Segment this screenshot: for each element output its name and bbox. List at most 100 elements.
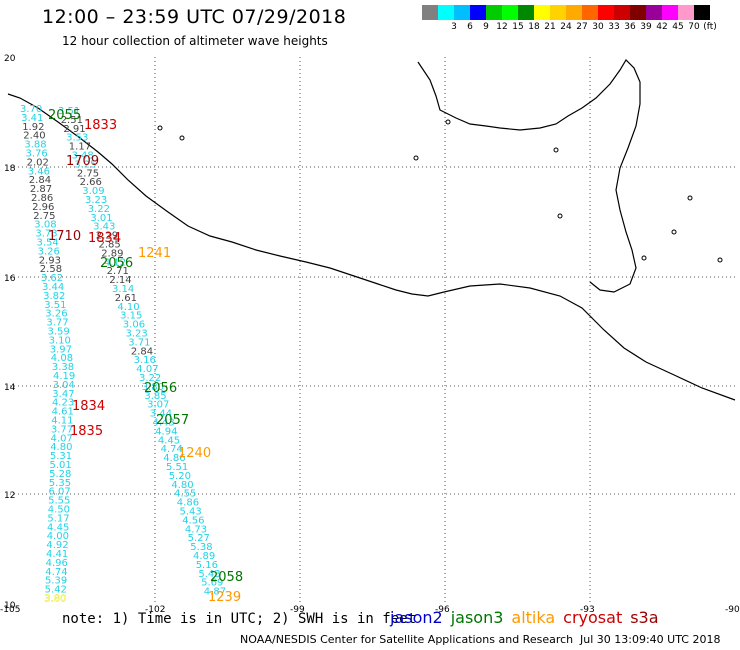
wave-height-value: 3.80 (142, 382, 164, 393)
color-scale-tick: 42 (656, 22, 668, 32)
longitude-label: -90 (725, 605, 740, 615)
color-scale-tick: 18 (528, 22, 540, 32)
wave-height-value: 3.80 (44, 594, 66, 605)
color-swatch (598, 5, 614, 20)
latitude-label: 12 (4, 491, 15, 501)
wave-height-value: 1.17 (69, 142, 91, 153)
pass-time-label: 1709 (66, 154, 99, 169)
wave-height-value: 3.77 (46, 318, 68, 329)
wave-height-value: 3.38 (52, 362, 74, 373)
pass-time-label: 2056 (100, 256, 133, 271)
wave-height-value: 5.55 (48, 496, 70, 507)
wave-height-value: 4.92 (46, 540, 68, 551)
wave-height-value: 2.29 (96, 231, 118, 242)
latitude-label: 14 (4, 383, 16, 393)
color-swatch (550, 5, 566, 20)
color-swatch (678, 5, 694, 20)
color-scale-tick: 45 (672, 22, 684, 32)
wave-height-value: 3.14 (112, 284, 134, 295)
wave-height-value: 4.07 (136, 364, 158, 375)
wave-height-value: 1.92 (22, 122, 44, 133)
wave-height-value: 4.07 (51, 433, 73, 444)
wave-height-value: 5.16 (196, 560, 218, 571)
wave-height-value: 3.04 (53, 380, 75, 391)
color-scale-tick: 6 (467, 22, 473, 32)
wave-height-value: 4.56 (182, 515, 204, 526)
gulf-coastline (417, 59, 641, 293)
island-outline (413, 155, 419, 161)
island-outline (557, 213, 563, 219)
island-outline (717, 257, 723, 263)
wave-height-value: 3.09 (82, 186, 104, 197)
color-swatch (502, 5, 518, 20)
wave-height-value: 4.45 (47, 522, 69, 533)
pass-time-label: 1241 (138, 246, 171, 261)
altimeter-track-values: 3.70 3.51 3.41 2.51 1.92 2.91 2.40 3.53 3.88 1.17… (20, 104, 226, 605)
color-swatch (614, 5, 630, 20)
wave-height-value: 4.86 (177, 498, 199, 509)
pass-time-label: 1240 (178, 446, 211, 461)
wave-height-value: 2.14 (109, 275, 131, 286)
pass-time-label: 1834 (72, 399, 105, 414)
pacific-coastline (7, 93, 736, 401)
longitude-label: -105 (0, 605, 20, 615)
wave-height-value: 5.35 (49, 478, 71, 489)
axis-labels: 20 18 16 14 12 10-105 -102 -99 -96 -93 -90 (0, 54, 740, 615)
color-swatch (534, 5, 550, 20)
wave-height-value: 4.12 (104, 257, 126, 268)
wave-height-value: 3.77 (51, 424, 73, 435)
wave-height-value: 4.74 (45, 567, 67, 578)
color-swatch (422, 5, 438, 20)
page-title: 12:00 – 23:59 UTC 07/29/2018 (42, 6, 347, 28)
wave-height-value: 3.76 (26, 149, 48, 160)
pass-time-label: 1710 (48, 229, 81, 244)
wave-height-value: 3.97 (50, 344, 72, 355)
wave-height-value: 5.43 (198, 569, 220, 580)
wave-height-value: 2.71 (107, 266, 129, 277)
wave-height-value: 4.80 (171, 480, 193, 491)
satellite-legend: jason2 jason3 altika cryosat s3a (390, 608, 667, 627)
wave-height-value: 5.20 (169, 471, 191, 482)
wave-height-value: 4.11 (51, 416, 73, 427)
island-outline (671, 229, 677, 235)
latitude-label: 18 (4, 164, 16, 174)
island-outline (445, 119, 451, 125)
latitude-label: 20 (4, 54, 16, 64)
unit-label: (ft) (703, 22, 717, 32)
color-scale-tick: 36 (624, 22, 636, 32)
wave-height-value: 3.47 (52, 389, 74, 400)
wave-height-value: 4.43 (153, 418, 175, 429)
wave-height-value: 3.22 (88, 204, 110, 215)
wave-height-value: 2.58 (40, 264, 62, 275)
wave-height-value: 4.87 (204, 587, 226, 598)
wave-height-value: 2.75 (77, 168, 99, 179)
color-scale-labels: 3 6 9 12 15 18 21 24 27 30 33 36 39 42 45 70 (ft) (422, 22, 718, 32)
color-swatch (694, 5, 710, 20)
satellite-legend-item: jason3 (450, 608, 504, 627)
wave-height-value: 2.89 (101, 248, 123, 259)
color-scale-bar (422, 5, 710, 20)
page-subtitle: 12 hour collection of altimeter wave hei… (62, 34, 328, 48)
wave-height-value: 3.70 (20, 104, 42, 115)
color-scale-tick: 15 (512, 22, 524, 32)
wave-height-value: 3.71 (128, 337, 150, 348)
wave-height-value: 3.53 (66, 133, 88, 144)
wave-height-value: 3.85 (144, 391, 166, 402)
pass-time-label: 1239 (208, 590, 241, 605)
pass-time-label: 2058 (210, 570, 243, 585)
wave-height-value: 5.38 (190, 542, 212, 553)
color-swatch (518, 5, 534, 20)
wave-height-value: 4.73 (185, 524, 207, 535)
pass-time-label: 2055 (48, 108, 81, 123)
longitude-label: -93 (580, 605, 595, 615)
wave-height-value: 4.23 (52, 398, 74, 409)
wave-height-value: 3.22 (139, 373, 161, 384)
pass-time-label: 1833 (84, 118, 117, 133)
wave-height-value: 5.69 (201, 578, 223, 589)
wave-height-value: 3.62 (41, 273, 63, 284)
island-outline (179, 135, 185, 141)
wave-height-value: 3.15 (120, 311, 142, 322)
wave-height-value: 4.55 (174, 489, 196, 500)
color-scale-tick: 21 (544, 22, 556, 32)
